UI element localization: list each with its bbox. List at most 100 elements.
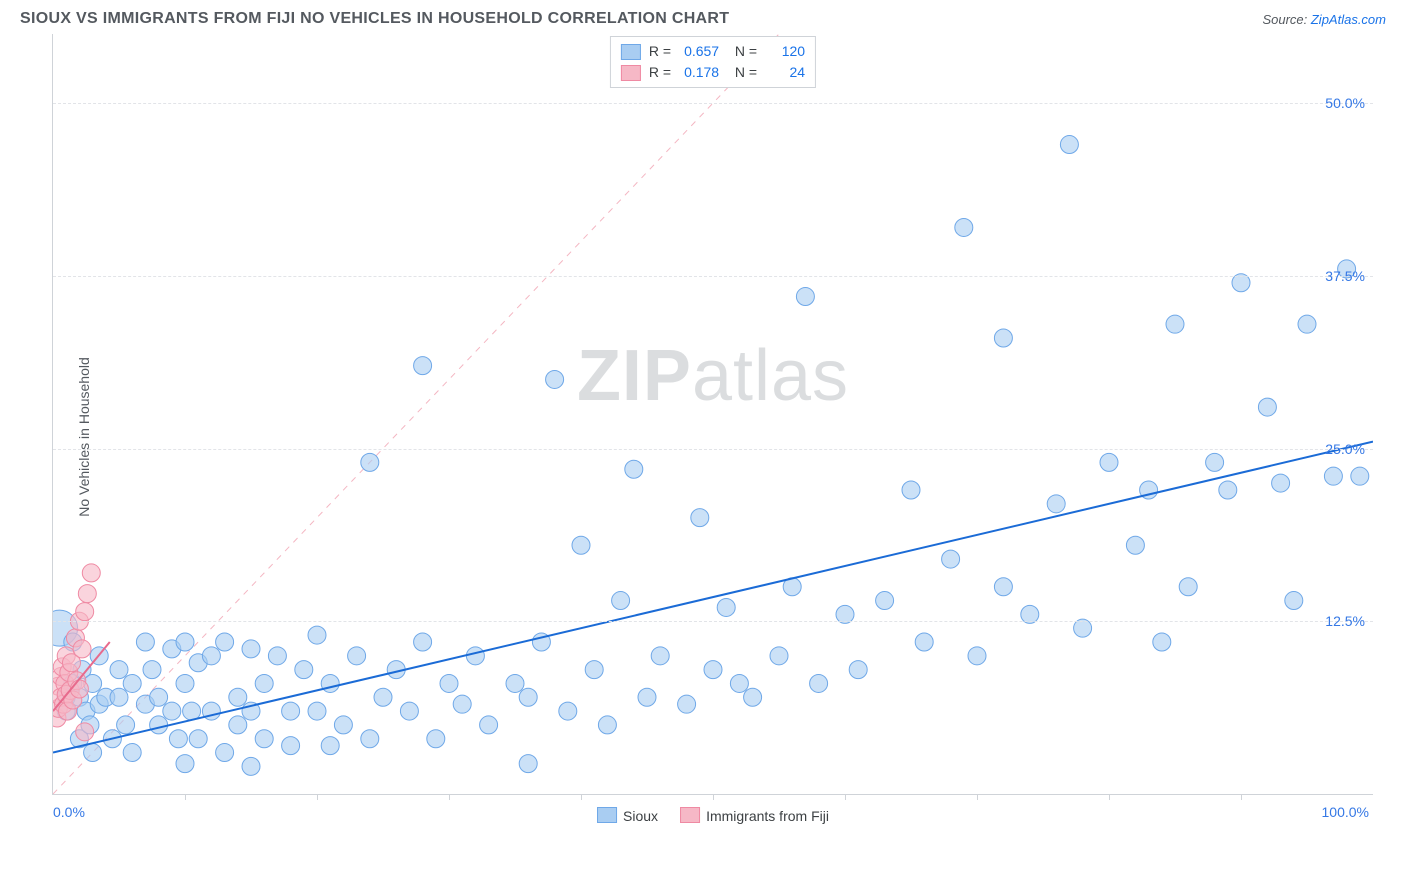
x-tick — [1241, 794, 1242, 800]
plot-area: ZIPatlas R =0.657 N =120R =0.178 N =24 S… — [52, 34, 1373, 795]
data-point — [770, 647, 788, 665]
data-point — [1060, 136, 1078, 154]
data-point — [143, 661, 161, 679]
data-point — [70, 680, 88, 698]
data-point — [150, 716, 168, 734]
data-point — [78, 585, 96, 603]
data-point — [730, 674, 748, 692]
data-point — [308, 702, 326, 720]
data-point — [76, 603, 94, 621]
data-point — [216, 744, 234, 762]
data-point — [1179, 578, 1197, 596]
data-point — [1206, 453, 1224, 471]
legend-correlation-row: R =0.178 N =24 — [621, 62, 805, 83]
legend-correlation: R =0.657 N =120R =0.178 N =24 — [610, 36, 816, 88]
gridline — [53, 103, 1373, 104]
data-point — [717, 598, 735, 616]
data-point — [519, 688, 537, 706]
chart-header: SIOUX VS IMMIGRANTS FROM FIJI NO VEHICLE… — [0, 0, 1406, 34]
data-point — [915, 633, 933, 651]
data-point — [480, 716, 498, 734]
legend-swatch — [597, 807, 617, 823]
legend-stats: R =0.178 N =24 — [649, 62, 805, 83]
data-point — [216, 633, 234, 651]
data-point — [282, 702, 300, 720]
legend-swatch — [621, 44, 641, 60]
data-point — [691, 509, 709, 527]
data-point — [427, 730, 445, 748]
data-point — [229, 688, 247, 706]
legend-swatch — [621, 65, 641, 81]
data-point — [414, 357, 432, 375]
data-point — [117, 716, 135, 734]
data-point — [1166, 315, 1184, 333]
data-point — [796, 288, 814, 306]
data-point — [942, 550, 960, 568]
data-point — [255, 730, 273, 748]
legend-series-item: Immigrants from Fiji — [680, 807, 829, 824]
data-point — [374, 688, 392, 706]
x-tick — [317, 794, 318, 800]
data-point — [1047, 495, 1065, 513]
data-point — [176, 633, 194, 651]
data-point — [295, 661, 313, 679]
data-point — [546, 370, 564, 388]
data-point — [744, 688, 762, 706]
diagonal-reference-line — [53, 34, 779, 794]
legend-series-label: Sioux — [623, 808, 658, 824]
data-point — [612, 592, 630, 610]
data-point — [994, 329, 1012, 347]
data-point — [308, 626, 326, 644]
x-tick — [845, 794, 846, 800]
data-point — [169, 730, 187, 748]
source-link[interactable]: ZipAtlas.com — [1311, 12, 1386, 27]
plot-wrap: No Vehicles in Household ZIPatlas R =0.6… — [0, 34, 1406, 840]
x-tick — [1109, 794, 1110, 800]
data-point — [163, 702, 181, 720]
data-point — [572, 536, 590, 554]
data-point — [453, 695, 471, 713]
legend-series-item: Sioux — [597, 807, 658, 824]
data-point — [559, 702, 577, 720]
x-tick-label: 0.0% — [53, 804, 85, 820]
source-prefix: Source: — [1262, 12, 1310, 27]
data-point — [76, 723, 94, 741]
gridline — [53, 621, 1373, 622]
y-tick-label: 12.5% — [1325, 613, 1365, 629]
x-tick — [713, 794, 714, 800]
data-point — [1100, 453, 1118, 471]
data-point — [282, 737, 300, 755]
gridline — [53, 276, 1373, 277]
data-point — [955, 218, 973, 236]
data-point — [202, 647, 220, 665]
x-tick — [581, 794, 582, 800]
data-point — [994, 578, 1012, 596]
data-point — [519, 755, 537, 773]
data-point — [598, 716, 616, 734]
data-point — [189, 730, 207, 748]
chart-source: Source: ZipAtlas.com — [1262, 12, 1386, 27]
data-point — [255, 674, 273, 692]
y-tick-label: 50.0% — [1325, 95, 1365, 111]
data-point — [1272, 474, 1290, 492]
data-point — [361, 730, 379, 748]
y-tick-label: 37.5% — [1325, 268, 1365, 284]
data-point — [176, 755, 194, 773]
data-point — [849, 661, 867, 679]
data-point — [1126, 536, 1144, 554]
data-point — [466, 647, 484, 665]
data-point — [968, 647, 986, 665]
data-point — [321, 737, 339, 755]
data-point — [84, 744, 102, 762]
y-tick-label: 25.0% — [1325, 441, 1365, 457]
data-point — [176, 674, 194, 692]
data-point — [229, 716, 247, 734]
data-point — [1324, 467, 1342, 485]
data-point — [625, 460, 643, 478]
x-tick-label: 100.0% — [1322, 804, 1369, 820]
data-point — [1258, 398, 1276, 416]
data-point — [876, 592, 894, 610]
trend-line — [53, 442, 1373, 753]
x-tick — [977, 794, 978, 800]
data-point — [136, 633, 154, 651]
